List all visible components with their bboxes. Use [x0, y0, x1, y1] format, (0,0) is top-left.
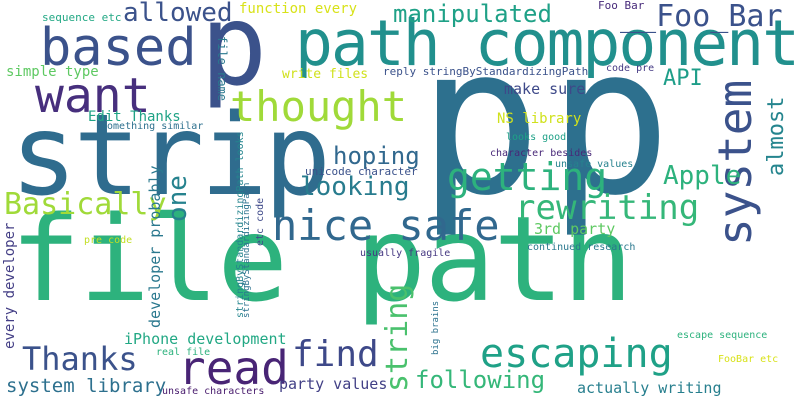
word: continued research [527, 242, 636, 253]
word: developer probably [146, 165, 164, 328]
word: Edit Thanks [88, 109, 181, 125]
word: based [40, 18, 197, 78]
word: make sure [504, 80, 586, 98]
word: reply stringByStandardizingPath [383, 65, 589, 78]
word: iPhone development [124, 330, 287, 348]
word: looks good [506, 132, 567, 143]
word: Apple [663, 161, 742, 191]
word: stringByStandardizingPath [242, 182, 252, 318]
word: rewriting [515, 188, 700, 228]
word: system library [6, 375, 167, 397]
word: read [178, 341, 289, 395]
word: nice safe [272, 201, 500, 250]
word: big brains [431, 300, 441, 355]
word: following [415, 366, 546, 394]
word: actually writing [577, 379, 722, 397]
word: almost [764, 96, 789, 176]
word: strip [10, 91, 331, 221]
word: path component [295, 7, 800, 80]
word: file name [215, 36, 229, 102]
word: Basically [4, 187, 167, 222]
word: one [163, 175, 193, 222]
word: thought [230, 82, 408, 131]
word: Thanks [22, 340, 138, 378]
word: p [200, 0, 268, 111]
word: real file [156, 347, 211, 358]
word: getting [447, 155, 608, 199]
word: usually fragile [360, 248, 451, 259]
word: escape sequence [677, 330, 768, 341]
word: character besides [490, 148, 593, 159]
word: pre code [84, 235, 133, 246]
word: FooBar etc [718, 354, 779, 365]
word: p [548, 3, 671, 241]
word: string [380, 283, 415, 392]
word: code pre [606, 63, 655, 74]
word: sequence etc [42, 11, 122, 24]
word: allowed [123, 0, 233, 28]
word: every developer [2, 222, 18, 349]
word: find [292, 334, 379, 375]
word: __Foo_Bar [620, 0, 783, 34]
word: manipulated [393, 0, 552, 28]
word: NS library [497, 111, 582, 127]
word: want [35, 68, 151, 124]
word: looking [300, 172, 410, 202]
word: simple type [6, 64, 99, 80]
word: write files [282, 67, 369, 82]
word: 3rd party [534, 220, 616, 238]
word: hoping [333, 142, 420, 170]
word: file path [10, 190, 633, 328]
word: party values [279, 375, 388, 393]
word: etc code [255, 197, 266, 246]
word: function every [239, 1, 358, 17]
word: something similar [101, 121, 204, 132]
word: unsafe values [555, 159, 634, 170]
word: unicode character [305, 165, 418, 178]
word: API [663, 66, 703, 91]
word: escaping [480, 331, 673, 377]
word: p [418, 3, 541, 241]
word: Foo Bar [598, 0, 645, 12]
word: unsafe characters [162, 386, 265, 397]
